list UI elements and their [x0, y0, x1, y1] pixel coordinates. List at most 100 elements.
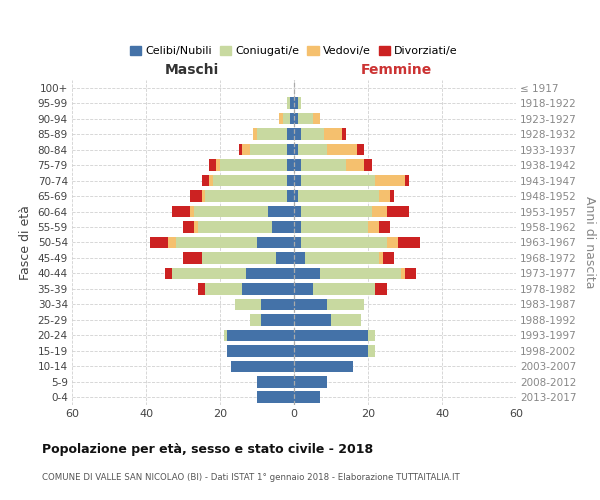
Bar	[205, 190, 287, 202]
Bar	[194, 206, 268, 218]
Bar	[242, 283, 294, 294]
Bar	[294, 330, 368, 341]
Bar	[301, 221, 368, 233]
Bar	[202, 175, 209, 186]
Bar	[202, 252, 275, 264]
Bar	[198, 283, 205, 294]
Bar	[224, 330, 227, 341]
Bar	[405, 268, 416, 280]
Bar	[294, 252, 305, 264]
Bar	[301, 175, 376, 186]
Bar	[287, 98, 290, 109]
Bar	[372, 206, 386, 218]
Bar	[376, 175, 405, 186]
Bar	[294, 376, 328, 388]
Bar	[287, 160, 294, 171]
Bar	[298, 113, 313, 124]
Bar	[313, 113, 320, 124]
Bar	[294, 345, 368, 356]
Bar	[290, 113, 294, 124]
Bar	[272, 221, 294, 233]
Bar	[379, 221, 390, 233]
Bar	[250, 144, 287, 156]
Bar	[298, 144, 328, 156]
Bar	[346, 160, 364, 171]
Bar	[405, 175, 409, 186]
Text: Femmine: Femmine	[361, 62, 432, 76]
Bar	[220, 160, 287, 171]
Bar	[253, 128, 257, 140]
Bar	[401, 268, 405, 280]
Bar	[257, 236, 294, 248]
Bar	[275, 252, 294, 264]
Bar	[386, 236, 398, 248]
Text: COMUNE DI VALLE SAN NICOLAO (BI) - Dati ISTAT 1° gennaio 2018 - Elaborazione TUT: COMUNE DI VALLE SAN NICOLAO (BI) - Dati …	[42, 472, 460, 482]
Bar	[313, 283, 376, 294]
Legend: Celibi/Nubili, Coniugati/e, Vedovi/e, Divorziati/e: Celibi/Nubili, Coniugati/e, Vedovi/e, Di…	[128, 44, 460, 58]
Bar	[257, 392, 294, 403]
Bar	[298, 98, 301, 109]
Bar	[294, 360, 353, 372]
Bar	[209, 175, 212, 186]
Bar	[183, 221, 194, 233]
Bar	[227, 330, 294, 341]
Bar	[368, 345, 376, 356]
Bar	[231, 360, 294, 372]
Bar	[357, 144, 364, 156]
Bar	[172, 206, 190, 218]
Y-axis label: Anni di nascita: Anni di nascita	[583, 196, 596, 289]
Bar	[294, 98, 298, 109]
Bar	[368, 221, 379, 233]
Bar	[164, 268, 172, 280]
Bar	[379, 252, 383, 264]
Bar	[287, 175, 294, 186]
Bar	[190, 190, 202, 202]
Bar	[294, 298, 328, 310]
Bar	[305, 252, 379, 264]
Bar	[301, 206, 372, 218]
Bar	[235, 298, 260, 310]
Bar	[331, 314, 361, 326]
Bar	[294, 268, 320, 280]
Bar	[257, 376, 294, 388]
Bar	[194, 221, 198, 233]
Bar	[217, 160, 220, 171]
Bar	[150, 236, 168, 248]
Bar	[398, 236, 420, 248]
Text: Popolazione per età, sesso e stato civile - 2018: Popolazione per età, sesso e stato civil…	[42, 442, 373, 456]
Bar	[328, 144, 357, 156]
Bar	[205, 283, 242, 294]
Bar	[379, 190, 390, 202]
Bar	[176, 236, 257, 248]
Bar	[323, 128, 342, 140]
Bar	[386, 206, 409, 218]
Bar	[202, 190, 205, 202]
Bar	[290, 98, 294, 109]
Bar	[294, 314, 331, 326]
Bar	[227, 345, 294, 356]
Text: Maschi: Maschi	[165, 62, 219, 76]
Bar	[190, 206, 194, 218]
Bar	[172, 268, 246, 280]
Bar	[250, 314, 260, 326]
Bar	[294, 221, 301, 233]
Bar	[294, 283, 313, 294]
Bar	[342, 128, 346, 140]
Bar	[320, 268, 401, 280]
Bar	[294, 144, 298, 156]
Bar	[364, 160, 372, 171]
Bar	[239, 144, 242, 156]
Bar	[257, 128, 287, 140]
Bar	[368, 330, 376, 341]
Bar	[294, 175, 301, 186]
Bar	[283, 113, 290, 124]
Bar	[260, 314, 294, 326]
Y-axis label: Fasce di età: Fasce di età	[19, 205, 32, 280]
Bar	[168, 236, 176, 248]
Bar	[294, 113, 298, 124]
Bar	[328, 298, 364, 310]
Bar	[212, 175, 287, 186]
Bar	[268, 206, 294, 218]
Bar	[183, 252, 202, 264]
Bar	[301, 128, 323, 140]
